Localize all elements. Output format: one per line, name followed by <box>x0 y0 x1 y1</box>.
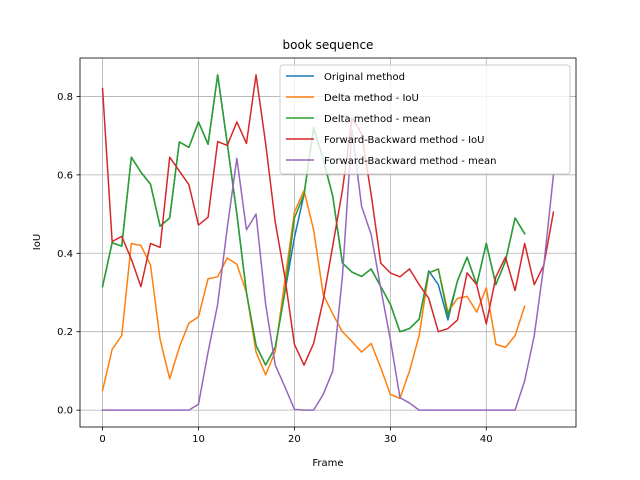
chart-title: book sequence <box>283 38 374 52</box>
y-tick-label: 0.8 <box>57 92 73 103</box>
x-tick-label: 20 <box>288 434 301 445</box>
legend-label: Delta method - mean <box>324 114 431 125</box>
y-tick-label: 0.6 <box>57 170 73 181</box>
legend-box <box>279 64 571 175</box>
legend-label: Forward-Backward method - mean <box>324 156 496 167</box>
x-tick-label: 40 <box>480 434 493 445</box>
y-tick-label: 0.0 <box>57 406 73 417</box>
series-line-4 <box>101 74 555 366</box>
legend-label: Original method <box>324 72 405 83</box>
series-line-2 <box>101 189 526 400</box>
x-axis-label: Frame <box>312 458 343 469</box>
series-line-5 <box>101 129 555 411</box>
axes-frame <box>79 57 577 428</box>
y-axis-ticks: 0.0 0.2 0.4 0.6 0.8 <box>57 92 80 417</box>
y-tick-label: 0.2 <box>57 327 73 338</box>
legend-label: Delta method - IoU <box>324 93 419 104</box>
y-tick-label: 0.4 <box>57 249 73 260</box>
legend-label: Forward-Backward method - IoU <box>324 135 484 146</box>
x-axis-ticks: 0 10 20 30 40 <box>99 427 493 445</box>
x-tick-label: 30 <box>384 434 397 445</box>
x-tick-label: 10 <box>192 434 205 445</box>
y-axis-label: IoU <box>32 234 43 250</box>
legend: Original method Delta method - IoU Delta m… <box>279 64 571 175</box>
x-tick-label: 0 <box>99 434 105 445</box>
